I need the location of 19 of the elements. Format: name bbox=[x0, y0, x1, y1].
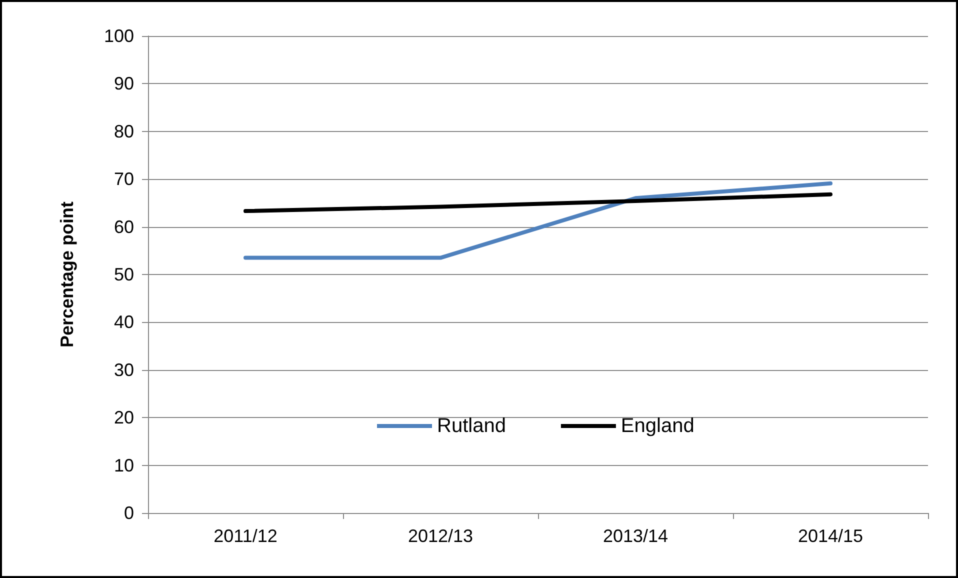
x-tick-label: 2012/13 bbox=[408, 526, 474, 546]
legend-label: Rutland bbox=[437, 415, 506, 437]
x-tick-label: 2014/15 bbox=[798, 526, 864, 546]
y-tick-label: 40 bbox=[114, 312, 134, 332]
y-tick-label: 100 bbox=[104, 26, 134, 46]
y-tick-label: 50 bbox=[114, 264, 134, 284]
x-tick-label: 2013/14 bbox=[602, 526, 668, 546]
y-tick-label: 70 bbox=[114, 169, 134, 190]
y-tick-label: 80 bbox=[114, 121, 134, 142]
x-tick-label: 2011/12 bbox=[214, 526, 278, 546]
y-tick-label: 90 bbox=[114, 74, 134, 94]
y-axis-title: Percentage point bbox=[57, 201, 77, 348]
y-tick-label: 0 bbox=[124, 503, 134, 523]
y-tick-label: 20 bbox=[114, 408, 134, 428]
legend-label: England bbox=[620, 415, 694, 437]
y-tick-label: 30 bbox=[114, 360, 134, 380]
line-series bbox=[244, 192, 832, 214]
y-tick-label: 10 bbox=[114, 455, 134, 476]
y-tick-label: 60 bbox=[114, 216, 134, 237]
